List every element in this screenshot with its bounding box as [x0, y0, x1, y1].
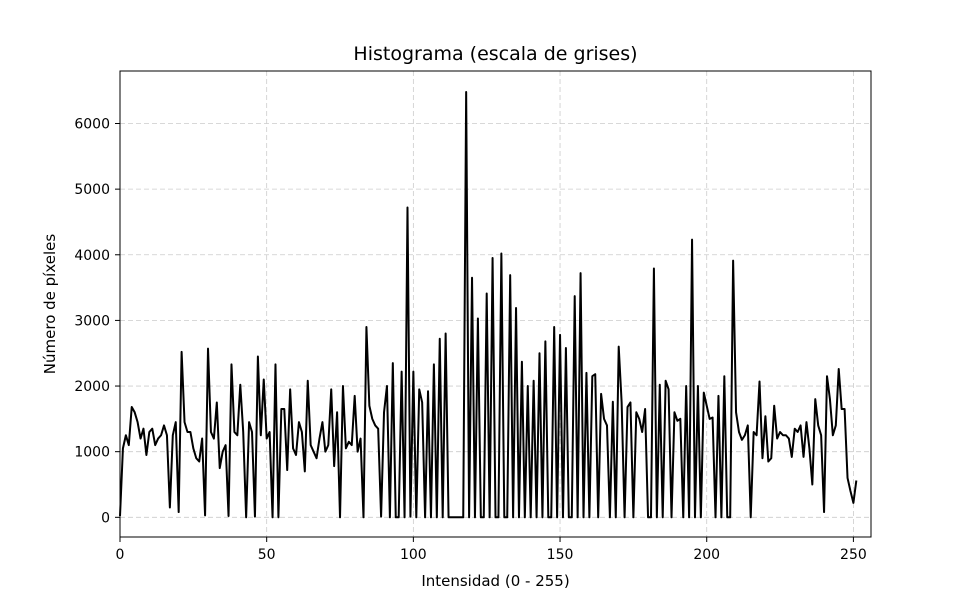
x-tick-label: 50 [258, 547, 276, 563]
y-tick-label: 2000 [74, 379, 110, 395]
chart-title: Histograma (escala de grises) [353, 43, 637, 65]
plot-frame [119, 70, 872, 538]
y-tick-label: 6000 [74, 117, 110, 133]
histogram-line [119, 91, 858, 519]
x-tick-label: 200 [693, 547, 720, 563]
x-tick-label: 0 [116, 547, 125, 563]
x-axis-ticks: 0 50 100 150 200 250 [116, 537, 867, 563]
y-tick-label: 4000 [74, 248, 110, 264]
y-tick-label: 5000 [74, 182, 110, 198]
x-tick-label: 250 [840, 547, 867, 563]
y-axis-label: Número de píxeles [41, 234, 59, 375]
x-axis-label: Intensidad (0 - 255) [421, 572, 569, 590]
y-axis-ticks: 0 1000 2000 3000 4000 5000 6000 [74, 117, 120, 526]
y-tick-label: 1000 [74, 445, 110, 461]
y-tick-label: 3000 [74, 313, 110, 329]
y-tick-label: 0 [101, 510, 110, 526]
x-tick-label: 150 [547, 547, 574, 563]
x-tick-label: 100 [400, 547, 427, 563]
